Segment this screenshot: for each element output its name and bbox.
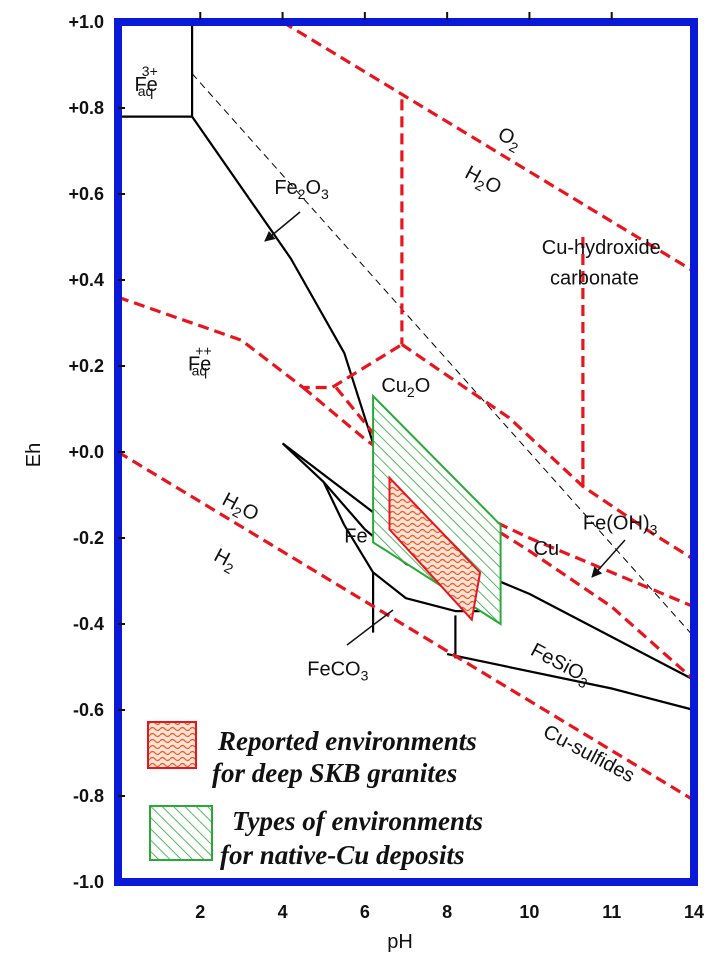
y-tick-label: +0.4	[68, 270, 104, 290]
x-tick-label: 11	[602, 902, 621, 922]
x-tick-label: 14	[684, 902, 704, 922]
fe-aq-2-label: Fe++ aq	[188, 342, 212, 378]
boundary-line-12	[117, 450, 695, 802]
legend: Reported environments for deep SKB grani…	[147, 721, 483, 870]
boundary-line-16	[400, 343, 695, 561]
x-axis-title: pH	[387, 931, 413, 953]
y-tick-label: -0.6	[73, 700, 104, 720]
phase-boundary-lines	[117, 20, 696, 802]
boundary-line-10	[446, 653, 695, 712]
y-tick-label: -0.8	[73, 786, 104, 806]
boundary-line-11	[281, 20, 695, 273]
cu-sulfides-label: Cu-sulfides	[539, 721, 638, 787]
legend-native-cu-line1: Types of environments	[232, 806, 483, 836]
legend-swatch-native-cu	[149, 805, 213, 861]
fe-partial-label: Fe	[344, 525, 367, 547]
x-tick-label: 10	[519, 902, 539, 922]
axis-ticks: +1.0 +0.8 +0.6 +0.4 +0.2 +0.0 -0.2 -0.4 -0.6 -0.8…	[68, 12, 704, 922]
boundary-line-4	[191, 73, 695, 638]
o2-label: O2	[493, 123, 526, 156]
cu2o-label: Cu2O	[381, 375, 430, 400]
y-tick-label: -1.0	[73, 872, 104, 892]
fe2o3-leader-arrow	[264, 211, 301, 242]
legend-reported-line2: for deep SKB granites	[212, 758, 457, 788]
fe2o3-label: Fe2O3	[274, 177, 329, 202]
legend-reported-line1: Reported environments	[217, 726, 477, 756]
shaded-regions	[372, 393, 502, 626]
legend-swatch-reported	[147, 721, 197, 769]
y-axis-title: Eh	[23, 443, 45, 467]
y-tick-label: +0.8	[68, 98, 104, 118]
feoh3-leader-arrow	[591, 539, 626, 578]
y-tick-label: +1.0	[68, 12, 104, 32]
x-tick-label: 8	[442, 902, 452, 922]
boundary-line-13	[117, 295, 403, 390]
y-tick-label: -0.2	[73, 528, 104, 548]
h2o-top-label: H2O	[460, 162, 505, 202]
fesio3-label: FeSiO3	[526, 639, 595, 691]
fe-oh3-label: Fe(OH)3	[583, 512, 658, 537]
y-tick-label: -0.4	[73, 614, 104, 634]
feco3-leader-line	[346, 609, 394, 646]
fe-aq-3-label: Fe3+ aq	[134, 63, 157, 99]
x-tick-label: 2	[195, 902, 205, 922]
legend-native-cu-line2: for native-Cu deposits	[220, 840, 465, 870]
x-tick-label: 4	[278, 902, 288, 922]
y-tick-label: +0.2	[68, 356, 104, 376]
boundary-line-7	[322, 481, 481, 613]
h2o-left-label: H2O	[217, 489, 262, 529]
boundary-line-3	[191, 115, 375, 444]
y-tick-label: +0.0	[68, 442, 104, 462]
h2-left-label: H2	[209, 544, 241, 577]
cu-hydroxide-label: Cu-hydroxide	[542, 237, 661, 259]
leader-arrows	[264, 211, 626, 646]
carbonate-label: carbonate	[550, 267, 639, 289]
y-tick-label: +0.6	[68, 184, 104, 204]
feco3-label: FeCO3	[307, 659, 368, 684]
reported-environments-region	[388, 475, 482, 622]
cu-label: Cu	[534, 538, 560, 560]
x-tick-label: 6	[360, 902, 370, 922]
